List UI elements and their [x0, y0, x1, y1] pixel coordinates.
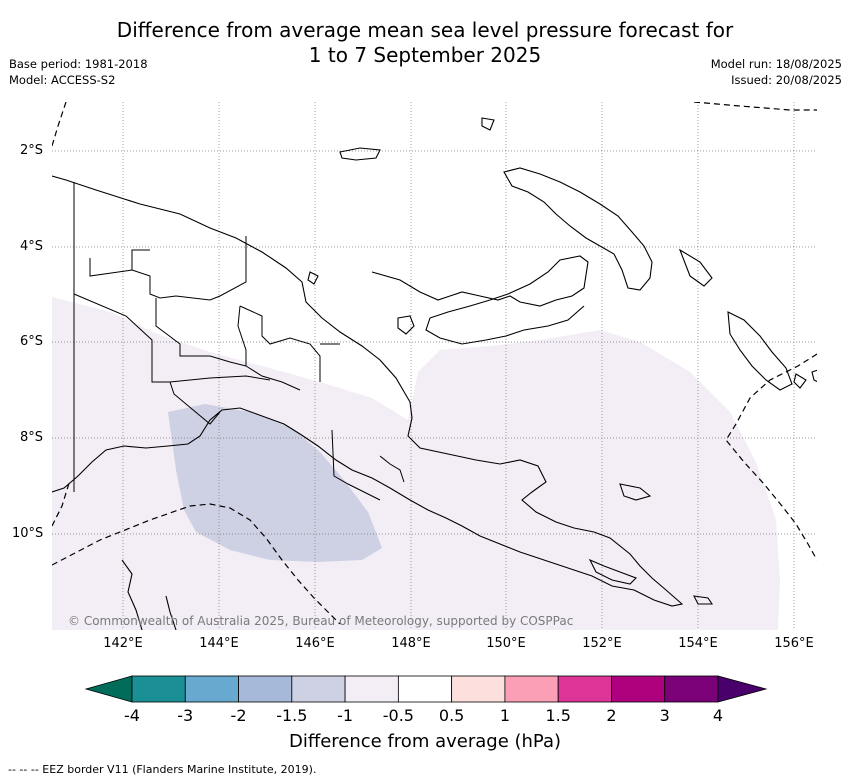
lat-label-6s: 6°S: [20, 334, 44, 349]
colorbar-tick-label: 1.5: [545, 706, 571, 725]
colorbar-extend-high: [717, 675, 768, 703]
coastlines: [52, 117, 817, 630]
colorbar-tick-label: 3: [659, 706, 670, 725]
issued-date: Issued: 20/08/2025: [731, 73, 842, 87]
lon-label-148e: 148°E: [391, 636, 431, 651]
colorbar-tick-label: 4: [712, 706, 724, 725]
model-info: Base period: 1981-2018 Model: ACCESS-S2: [9, 56, 148, 88]
title-line-2: 1 to 7 September 2025: [308, 43, 542, 67]
colorbar-cell: [184, 675, 239, 703]
colorbar-tick-label: -3: [177, 706, 194, 725]
copyright-notice: © Commonwealth of Australia 2025, Bureau…: [68, 614, 574, 628]
lat-label-4s: 4°S: [20, 239, 44, 254]
lon-label-144e: 144°E: [199, 636, 239, 651]
eez-legend-note: -- -- -- EEZ border V11 (Flanders Marine…: [8, 763, 317, 776]
colorbar-title: Difference from average (hPa): [288, 731, 562, 752]
colorbar-cell: [131, 675, 186, 703]
colorbar-cell: [557, 675, 612, 703]
colorbar-cell: [238, 675, 293, 703]
colorbar-extend-low: [84, 675, 133, 703]
colorbar-cell: [664, 675, 719, 703]
lon-label-154e: 154°E: [678, 636, 718, 651]
lon-label-156e: 156°E: [774, 636, 814, 651]
colorbar-tick-label: -0.5: [382, 706, 414, 725]
colorbar-cell: [344, 675, 399, 703]
model-name: Model: ACCESS-S2: [9, 73, 116, 87]
lat-label-8s: 8°S: [20, 430, 44, 445]
map-title: Difference from average mean sea level p…: [0, 18, 850, 68]
colorbar-cell: [504, 675, 559, 703]
colorbar-tick-label: -1: [337, 706, 354, 725]
colorbar-cell: [451, 675, 506, 703]
colorbar-cell: [397, 675, 453, 703]
colorbar-tick-label: -4: [124, 706, 140, 725]
lon-label-142e: 142°E: [103, 636, 143, 651]
lon-label-146e: 146°E: [295, 636, 335, 651]
colorbar-tick-label: 0.5: [438, 706, 465, 725]
lon-label-150e: 150°E: [486, 636, 526, 651]
borders: [73, 182, 405, 501]
colorbar-cell: [611, 675, 666, 703]
run-info: Model run: 18/08/2025 Issued: 20/08/2025: [711, 56, 842, 88]
eez-borders: [52, 102, 817, 625]
colorbar-cells: [131, 675, 719, 703]
colorbar-tick-label: 1: [499, 706, 510, 725]
title-line-1: Difference from average mean sea level p…: [116, 18, 734, 42]
colorbar-tick-label: 2: [606, 706, 617, 725]
colorbar-tick-label: -2: [230, 706, 247, 725]
lat-label-2s: 2°S: [20, 143, 44, 158]
colorbar-tick-label: -1.5: [276, 706, 308, 725]
colorbar-cell: [291, 675, 346, 703]
lat-label-10s: 10°S: [12, 526, 44, 541]
base-period: Base period: 1981-2018: [9, 57, 148, 71]
anomaly-region-medium: [168, 404, 382, 562]
model-run: Model run: 18/08/2025: [710, 57, 842, 71]
graticule: [52, 102, 817, 630]
lon-label-152e: 152°E: [582, 636, 622, 651]
